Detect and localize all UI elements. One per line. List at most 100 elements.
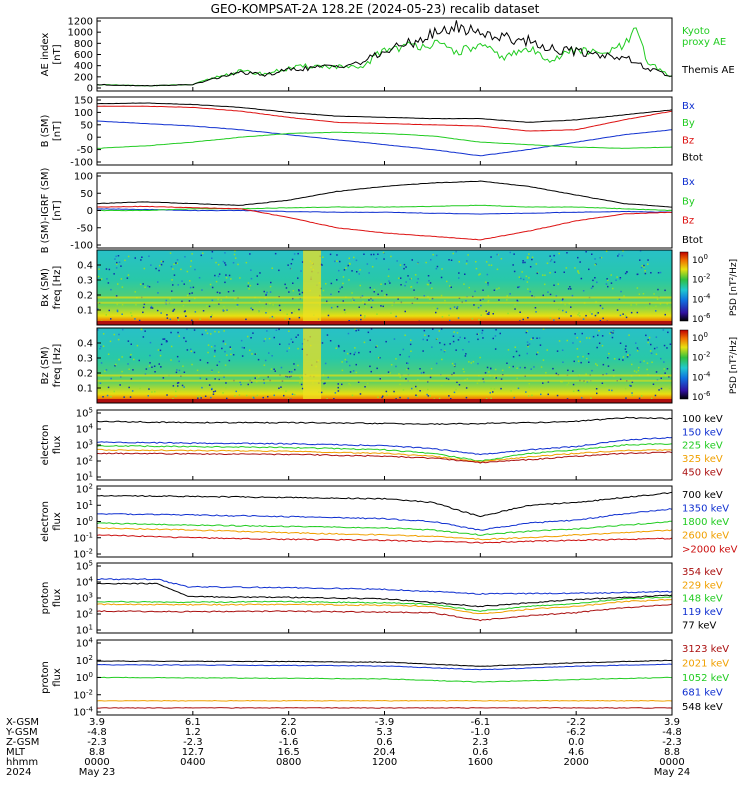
spectrogram-event bbox=[303, 328, 322, 403]
legend-entry: 150 keV bbox=[682, 427, 723, 438]
y-axis-label: proton bbox=[40, 661, 51, 694]
ephemeris-value: 2.3 bbox=[472, 737, 488, 748]
ephemeris-value: May 23 bbox=[79, 767, 116, 778]
y-axis-unit: freq [Hz] bbox=[52, 344, 63, 388]
y-axis-unit: freq [Hz] bbox=[52, 266, 63, 310]
y-tick-label: 0.1 bbox=[77, 306, 93, 317]
panel-specz: 0.4 0.3 0.2 0.1 100 10-2 10-4 10-6 PSD [nT²/Hz] B… bbox=[40, 327, 739, 404]
y-axis-label: Bz (SM) bbox=[40, 346, 51, 384]
legend-entry: 1800 keV bbox=[682, 517, 729, 528]
series-line-by bbox=[97, 204, 673, 212]
legend: 3123 keV 2021 keV 1052 keV 681 keV 548 keV bbox=[682, 644, 729, 713]
series-group bbox=[96, 20, 673, 87]
series-line-1350-kev bbox=[97, 508, 673, 531]
series-line-1052-kev bbox=[97, 676, 673, 683]
y-tick-label: 102 bbox=[76, 608, 93, 621]
colorbar-tick-label: 100 bbox=[692, 331, 708, 344]
legend: Bx By Bz Btot bbox=[682, 101, 703, 164]
legend: Bx By Bz Btot bbox=[682, 177, 703, 246]
y-tick-label: 101 bbox=[76, 499, 93, 512]
panel-specx: 0.4 0.3 0.2 0.1 100 10-2 10-4 10-6 PSD [nT²/Hz] B… bbox=[40, 249, 739, 326]
y-axis-unit: flux bbox=[52, 668, 63, 687]
y-tick-label: 100 bbox=[74, 172, 93, 183]
series-line-1800-kev bbox=[96, 520, 672, 536]
ephemeris-value: 5.3 bbox=[377, 727, 393, 738]
legend-entry: 2021 keV bbox=[682, 658, 729, 669]
ephemeris-value: 0.0 bbox=[568, 737, 584, 748]
ephemeris-value: 1200 bbox=[372, 757, 397, 768]
series-line-229-kev bbox=[96, 598, 673, 615]
legend-entry: >2000 keV bbox=[682, 544, 738, 555]
spectrogram-event bbox=[303, 250, 322, 325]
y-axis-unit: [nT] bbox=[52, 44, 63, 64]
colorbar-tick-label: 10-4 bbox=[692, 370, 711, 383]
series-line-450-kev bbox=[96, 451, 673, 464]
legend-entry: Themis AE bbox=[681, 65, 735, 76]
y-tick-label: 400 bbox=[74, 61, 93, 72]
ephemeris-value: 0800 bbox=[276, 757, 301, 768]
legend: 354 keV 229 keV 148 keV 119 keV 77 keV bbox=[682, 567, 723, 631]
ephemeris-row-label: MLT bbox=[6, 747, 26, 758]
y-tick-label: 150 bbox=[74, 96, 93, 107]
colorbar-tick-label: 10-6 bbox=[692, 312, 711, 325]
series-line-themis-ae bbox=[96, 20, 673, 87]
colorbar-label: PSD [nT²/Hz] bbox=[729, 337, 739, 394]
panel-frame bbox=[96, 639, 673, 716]
y-axis-label: electron bbox=[40, 425, 51, 466]
ephemeris-value: 8.8 bbox=[89, 747, 105, 758]
spectrogram-image bbox=[97, 250, 672, 325]
series-group bbox=[96, 102, 673, 157]
series-line-354-kev bbox=[96, 603, 673, 622]
panel-frame bbox=[96, 562, 673, 634]
y-tick-label: 103 bbox=[76, 592, 93, 605]
y-tick-label: 0.4 bbox=[77, 261, 93, 272]
series-line-3123-kev bbox=[97, 707, 673, 709]
ephemeris-value: 3.9 bbox=[664, 717, 680, 728]
ephemeris-value: -1.0 bbox=[471, 727, 491, 738]
series-line-119-kev bbox=[97, 578, 673, 595]
y-tick-label: 1000 bbox=[68, 28, 93, 39]
y-tick-label: 0.2 bbox=[77, 369, 93, 380]
series-line-77-kev bbox=[96, 582, 673, 608]
spectrogram-speckle bbox=[97, 328, 672, 403]
y-tick-label: 101 bbox=[76, 624, 93, 637]
ephemeris-row-label: Y-GSM bbox=[5, 727, 38, 738]
y-axis-label: AE index bbox=[40, 33, 51, 77]
y-tick-label: 0 bbox=[87, 206, 93, 217]
ephemeris-row-label: X-GSM bbox=[6, 717, 39, 728]
ephemeris-value: -1.6 bbox=[279, 737, 299, 748]
series-line-150-kev bbox=[96, 436, 673, 456]
y-tick-label: 0.3 bbox=[77, 354, 93, 365]
ephemeris-row-label: Z-GSM bbox=[6, 737, 39, 748]
y-tick-label: 102 bbox=[76, 483, 93, 496]
y-axis-label: B (SM)-IGRF (SM) bbox=[40, 168, 51, 254]
legend-entry: Bz bbox=[682, 135, 694, 146]
legend-entry: 225 keV bbox=[682, 441, 723, 452]
colorbar-tick-label: 10-6 bbox=[692, 390, 711, 403]
y-tick-label: 800 bbox=[74, 39, 93, 50]
y-tick-label: 102 bbox=[76, 455, 93, 468]
legend: 700 keV 1350 keV 1800 keV 2600 keV >2000 keV bbox=[682, 490, 738, 555]
y-axis-label: Bx (SM) bbox=[40, 268, 51, 307]
legend-entry: 148 keV bbox=[682, 594, 723, 605]
y-axis-unit: flux bbox=[52, 589, 63, 608]
ephemeris-value: 16.5 bbox=[278, 747, 300, 758]
legend-entry: By bbox=[682, 118, 695, 129]
y-tick-label: 100 bbox=[74, 108, 93, 119]
y-tick-label: 105 bbox=[76, 560, 93, 573]
spectrogram-band bbox=[97, 379, 672, 382]
series-line-kyoto-proxy-ae bbox=[96, 27, 673, 87]
ephemeris-value: May 24 bbox=[654, 767, 691, 778]
y-tick-label: -100 bbox=[70, 241, 93, 252]
ephemeris-value: 12.7 bbox=[182, 747, 204, 758]
legend-entry: 3123 keV bbox=[682, 644, 729, 655]
y-tick-label: -50 bbox=[77, 145, 93, 156]
ephemeris-value: -2.3 bbox=[662, 737, 682, 748]
y-axis-label: B (SM) bbox=[40, 114, 51, 147]
